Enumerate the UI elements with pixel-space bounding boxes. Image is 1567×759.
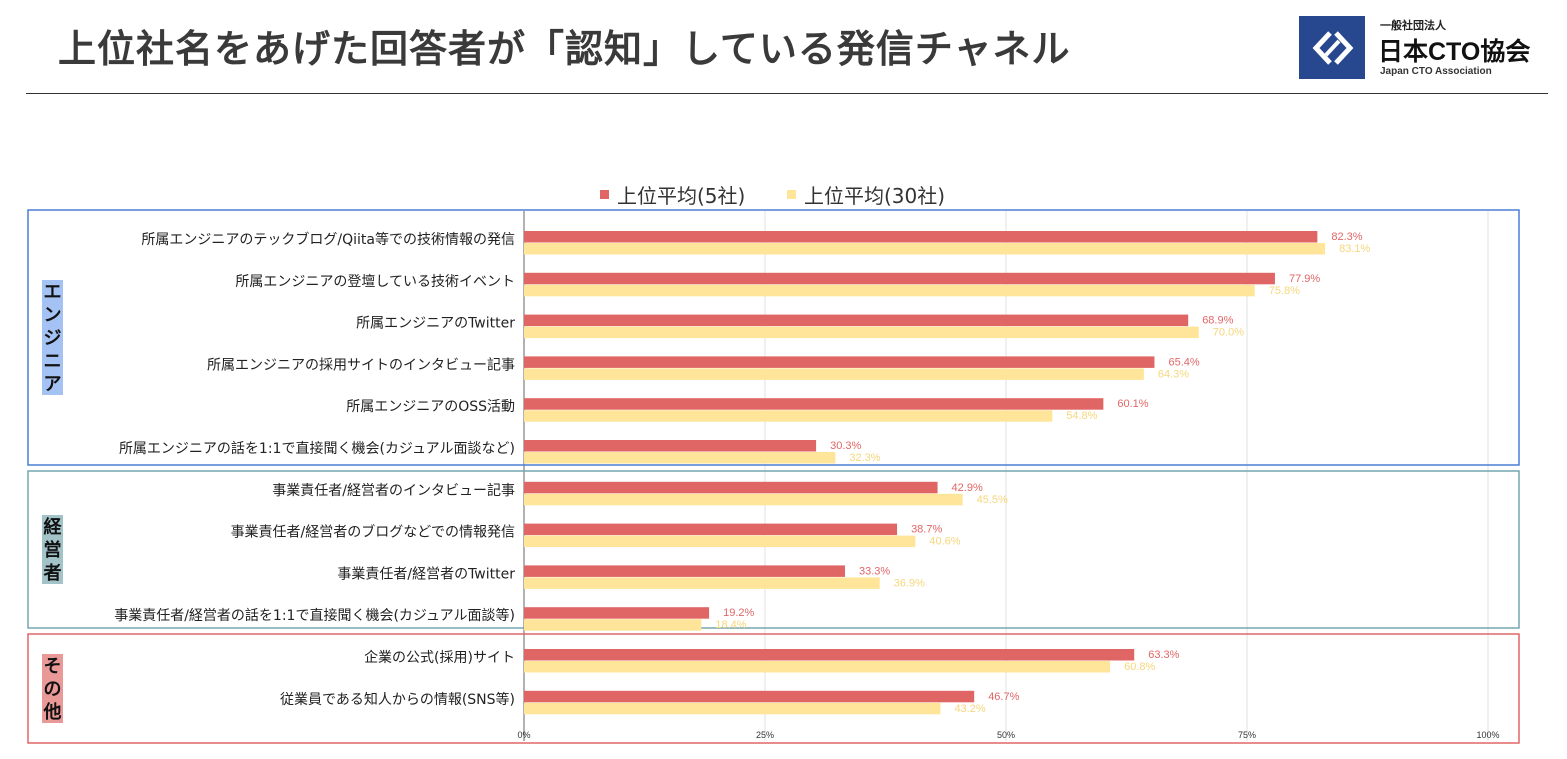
category-label: 事業責任者/経営者の話を1:1で直接聞く機会(カジュアル面談等) bbox=[114, 607, 515, 624]
value-label: 40.6% bbox=[929, 536, 960, 548]
bar bbox=[524, 702, 941, 715]
bar bbox=[524, 619, 702, 631]
x-tick-label: 100% bbox=[1476, 730, 1499, 740]
group-box-2 bbox=[27, 470, 1520, 629]
bar bbox=[524, 690, 975, 703]
group-label-char: 他 bbox=[43, 701, 62, 723]
bar bbox=[524, 314, 1189, 327]
cto-association-logo-icon bbox=[1299, 16, 1365, 79]
category-label: 所属エンジニアの採用サイトのインタビュー記事 bbox=[207, 356, 515, 373]
group-label-bg bbox=[42, 515, 63, 584]
value-label: 19.2% bbox=[723, 607, 754, 619]
value-label: 32.3% bbox=[849, 452, 880, 464]
bar bbox=[524, 565, 846, 577]
group-label-char: 経 bbox=[44, 516, 63, 538]
legend-swatch bbox=[600, 190, 609, 199]
logo-main-text: 日本CTO協会 bbox=[1378, 38, 1531, 66]
bar bbox=[524, 410, 1053, 422]
bar bbox=[524, 649, 1135, 661]
value-label: 82.3% bbox=[1331, 231, 1362, 243]
bar bbox=[524, 272, 1275, 285]
value-label: 77.9% bbox=[1289, 273, 1320, 285]
value-label: 54.8% bbox=[1066, 410, 1097, 422]
legend-label: 上位平均(5社) bbox=[617, 184, 745, 208]
bar bbox=[524, 356, 1155, 368]
bar bbox=[524, 368, 1144, 380]
category-label: 事業責任者/経営者のブログなどでの情報発信 bbox=[231, 524, 515, 541]
category-label: 企業の公式(採用)サイト bbox=[364, 649, 515, 666]
group-label-char: そ bbox=[44, 656, 62, 677]
bar bbox=[524, 493, 963, 506]
bar bbox=[524, 535, 916, 548]
bar bbox=[524, 326, 1199, 339]
group-label-char: ン bbox=[44, 305, 62, 326]
category-label: 従業員である知人からの情報(SNS等) bbox=[280, 691, 515, 708]
category-label: 所属エンジニアのTwitter bbox=[356, 316, 515, 332]
bar bbox=[524, 523, 898, 536]
category-label: 事業責任者/経営者のインタビュー記事 bbox=[272, 482, 515, 499]
group-label-char: の bbox=[44, 679, 62, 700]
value-label: 64.3% bbox=[1158, 368, 1189, 380]
value-label: 75.8% bbox=[1269, 285, 1300, 297]
category-label: 所属エンジニアの話を1:1で直接聞く機会(カジュアル面談など) bbox=[119, 440, 515, 457]
group-label-char: 者 bbox=[43, 563, 62, 584]
value-label: 45.5% bbox=[977, 494, 1008, 506]
value-label: 70.0% bbox=[1213, 327, 1244, 339]
x-tick-label: 25% bbox=[756, 730, 774, 740]
x-tick-label: 0% bbox=[517, 730, 530, 740]
logo-english-text: Japan CTO Association bbox=[1380, 66, 1492, 77]
category-label: 所属エンジニアの登壇している技術イベント bbox=[235, 273, 515, 290]
bar bbox=[524, 231, 1318, 243]
value-label: 46.7% bbox=[988, 691, 1019, 703]
bar bbox=[524, 440, 817, 452]
category-label: 所属エンジニアのテックブログ/Qiita等での技術情報の発信 bbox=[141, 231, 515, 248]
bar bbox=[524, 452, 836, 464]
value-label: 60.1% bbox=[1117, 398, 1148, 410]
bar bbox=[524, 398, 1104, 410]
value-label: 83.1% bbox=[1339, 243, 1370, 255]
bar bbox=[524, 481, 938, 494]
x-tick-label: 50% bbox=[997, 730, 1015, 740]
group-label-char: 営 bbox=[44, 539, 62, 561]
group-label-char: ニ bbox=[44, 351, 62, 372]
value-label: 63.3% bbox=[1148, 649, 1179, 661]
value-label: 42.9% bbox=[952, 482, 983, 494]
value-label: 65.4% bbox=[1168, 356, 1199, 368]
group-box-1 bbox=[27, 209, 1520, 466]
group-label-bg bbox=[42, 654, 63, 723]
value-label: 18.4% bbox=[715, 619, 746, 631]
header-divider bbox=[26, 93, 1548, 94]
group-box-3 bbox=[27, 633, 1520, 744]
group-label-char: エ bbox=[44, 282, 62, 303]
category-label: 事業責任者/経営者のTwitter bbox=[337, 566, 515, 582]
bar bbox=[524, 284, 1255, 297]
value-label: 43.2% bbox=[954, 703, 985, 715]
group-label-bg bbox=[42, 280, 63, 395]
page-title: 上位社名をあげた回答者が「認知」している発信チャネル bbox=[58, 27, 1071, 71]
logo-small-text: 一般社団法人 bbox=[1380, 19, 1446, 32]
value-label: 33.3% bbox=[859, 565, 890, 577]
bar bbox=[524, 243, 1326, 255]
bar bbox=[524, 661, 1111, 673]
legend-label: 上位平均(30社) bbox=[804, 184, 945, 208]
group-label-char: ア bbox=[44, 374, 62, 395]
legend-swatch bbox=[787, 190, 796, 199]
value-label: 30.3% bbox=[830, 440, 861, 452]
value-label: 38.7% bbox=[911, 524, 942, 536]
x-tick-label: 75% bbox=[1238, 730, 1256, 740]
category-label: 所属エンジニアのOSS活動 bbox=[346, 399, 515, 415]
value-label: 60.8% bbox=[1124, 661, 1155, 673]
value-label: 36.9% bbox=[894, 577, 925, 589]
bar bbox=[524, 607, 710, 619]
group-label-char: ジ bbox=[44, 328, 62, 349]
bar bbox=[524, 577, 880, 589]
value-label: 68.9% bbox=[1202, 315, 1233, 327]
